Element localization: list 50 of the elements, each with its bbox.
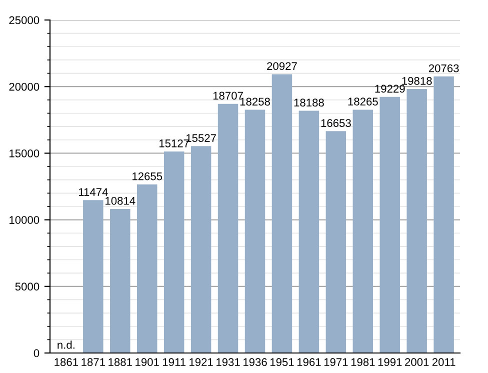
data-label: 11474 [78, 188, 108, 196]
x-tick-label: 1991 [378, 358, 402, 366]
data-label: 18707 [213, 92, 243, 100]
y-tick-label: 25000 [9, 16, 40, 24]
data-label: 20927 [267, 62, 297, 70]
x-tick-label: 1871 [82, 358, 105, 366]
x-tick-label: 1971 [324, 358, 348, 366]
data-label: 15127 [159, 139, 189, 148]
data-label: 12655 [132, 172, 162, 180]
x-tick-label: 1921 [190, 358, 213, 366]
x-tick-label: 1951 [270, 358, 294, 366]
data-label: 19818 [402, 76, 432, 85]
bar [298, 110, 320, 353]
text: n.d. [58, 340, 74, 349]
x-tick-label: 2001 [405, 358, 429, 366]
bar [136, 184, 158, 353]
data-label: 16653 [321, 119, 351, 127]
bar [380, 96, 400, 353]
bar [272, 74, 292, 353]
data-label: 20763 [428, 64, 459, 72]
y-tick-label: 10000 [10, 216, 40, 224]
x-tick-label: 1931 [216, 358, 240, 366]
x-tick-label: 1936 [243, 358, 267, 366]
bar [406, 89, 427, 353]
x-tick-label: 2011 [432, 358, 456, 366]
data-label: 15527 [186, 134, 216, 142]
x-tick-label: 1981 [351, 358, 375, 366]
y-tick-label: 0 [34, 349, 40, 358]
bar [352, 110, 374, 353]
x-tick-label: 1961 [297, 358, 321, 366]
x-tick-label: 1911 [162, 358, 186, 366]
y-tick-label: 20000 [9, 82, 40, 91]
bar [326, 131, 346, 353]
bar [83, 200, 104, 353]
bar [110, 208, 130, 353]
x-tick-label: 1881 [108, 358, 132, 366]
y-tick-label: 5000 [15, 282, 40, 291]
bar [190, 146, 212, 353]
data-label: 18258 [240, 98, 270, 106]
bar [164, 152, 184, 353]
data-label: 18265 [348, 98, 378, 106]
x-tick-label: 1861 [54, 358, 78, 366]
data-label: 10814 [106, 196, 136, 205]
bar [218, 104, 238, 353]
data-label: 18188 [294, 98, 324, 107]
x-tick-label: 1901 [136, 358, 159, 366]
bar [244, 110, 266, 353]
bar [434, 76, 454, 353]
y-tick-label: 15000 [10, 149, 40, 158]
data-label: 19229 [375, 84, 405, 93]
